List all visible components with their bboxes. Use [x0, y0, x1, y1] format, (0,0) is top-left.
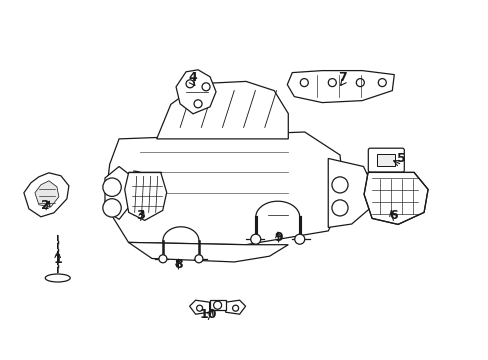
Polygon shape	[225, 300, 245, 314]
Polygon shape	[105, 132, 344, 245]
Polygon shape	[35, 181, 59, 207]
Polygon shape	[287, 71, 393, 103]
Circle shape	[196, 305, 202, 311]
Text: 6: 6	[388, 210, 397, 222]
Polygon shape	[156, 81, 288, 139]
Circle shape	[195, 255, 203, 263]
Circle shape	[232, 305, 238, 311]
Circle shape	[294, 234, 304, 244]
Circle shape	[102, 199, 121, 217]
FancyBboxPatch shape	[377, 154, 394, 166]
Text: 2: 2	[41, 199, 50, 212]
Text: 9: 9	[274, 231, 283, 244]
Polygon shape	[24, 173, 69, 217]
FancyBboxPatch shape	[209, 300, 225, 310]
Text: 1: 1	[53, 253, 62, 266]
Circle shape	[102, 178, 121, 197]
Ellipse shape	[45, 274, 70, 282]
Circle shape	[378, 78, 386, 87]
Circle shape	[185, 80, 194, 88]
Polygon shape	[124, 172, 166, 220]
Circle shape	[202, 83, 210, 91]
Circle shape	[331, 200, 347, 216]
Polygon shape	[189, 300, 209, 314]
Circle shape	[213, 301, 221, 309]
FancyBboxPatch shape	[367, 148, 404, 172]
Polygon shape	[105, 166, 131, 219]
Text: 3: 3	[136, 210, 144, 222]
Circle shape	[159, 255, 166, 263]
Circle shape	[250, 234, 260, 244]
Circle shape	[300, 78, 307, 87]
Circle shape	[327, 78, 336, 87]
Polygon shape	[176, 70, 216, 114]
Polygon shape	[364, 172, 427, 224]
Polygon shape	[128, 242, 288, 262]
Circle shape	[194, 100, 202, 108]
Text: 7: 7	[337, 71, 346, 84]
Text: 10: 10	[199, 309, 216, 321]
Circle shape	[331, 177, 347, 193]
Text: 5: 5	[396, 152, 405, 165]
Circle shape	[356, 78, 364, 87]
Text: 8: 8	[174, 258, 183, 271]
Text: 4: 4	[188, 71, 197, 84]
Polygon shape	[327, 158, 370, 228]
